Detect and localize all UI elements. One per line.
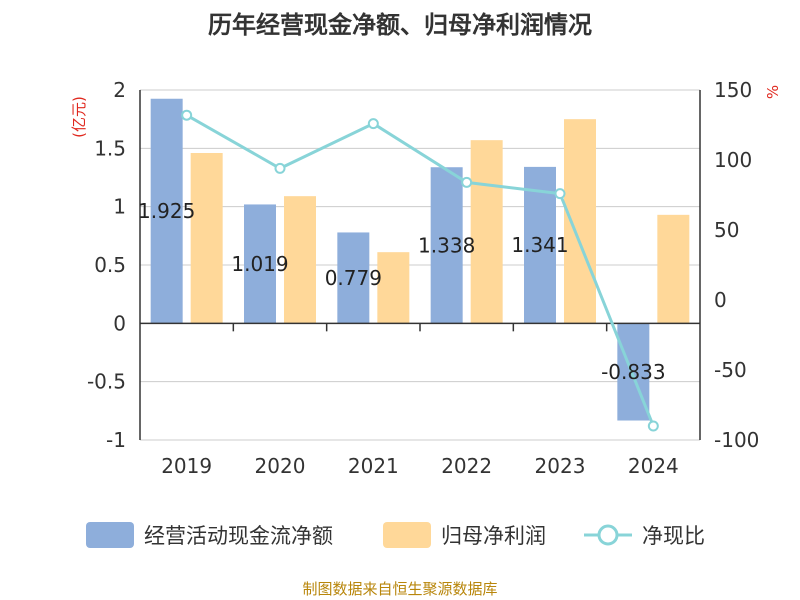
bar-netprofit <box>470 140 503 324</box>
bar-data-label: 1.338 <box>418 233 475 257</box>
category-label: 2023 <box>535 454 586 478</box>
bar-cashflow <box>150 98 183 324</box>
category-label: 2022 <box>441 454 492 478</box>
legend-swatch-cashflow <box>86 522 134 548</box>
left-axis-unit: (亿元) <box>70 96 88 138</box>
right-axis-tick-label: 0 <box>714 288 727 312</box>
bars <box>150 98 690 421</box>
legend-swatch-netprofit <box>383 522 431 548</box>
left-axis-tick-label: 1.5 <box>94 136 126 160</box>
legend-label-netprofit: 归母净利润 <box>441 524 546 548</box>
bar-cashflow <box>430 167 463 324</box>
ratio-point <box>554 188 566 200</box>
data-labels: 1.925 1.019 0.779 1.338 1.341 -0.833 <box>138 199 666 384</box>
right-axis-tick-label: 50 <box>714 218 739 242</box>
bar-netprofit <box>657 214 690 324</box>
ratio-point <box>274 162 286 174</box>
right-axis-tick-label: -50 <box>714 358 747 382</box>
left-axis-tick-label: 1 <box>113 195 126 219</box>
legend-marker-ratio <box>597 524 619 546</box>
left-axis-tick-label: -0.5 <box>87 370 126 394</box>
category-label: 2020 <box>255 454 306 478</box>
bar-data-label: 0.779 <box>325 266 382 290</box>
legend-label-ratio: 净现比 <box>642 524 705 548</box>
left-axis-tick-label: 0.5 <box>94 253 126 277</box>
category-label: 2021 <box>348 454 399 478</box>
chart-title: 历年经营现金净额、归母净利润情况 <box>208 11 592 39</box>
right-axis-tick-label: 100 <box>714 148 752 172</box>
bar-netprofit <box>190 153 223 324</box>
ratio-line-group <box>181 109 659 432</box>
grid <box>140 89 700 441</box>
ratio-point <box>181 109 193 121</box>
right-axis-unit: % <box>764 85 782 99</box>
right-axis-tick-label: 150 <box>714 78 752 102</box>
bar-cashflow <box>337 232 370 324</box>
bar-netprofit <box>284 196 316 324</box>
left-axis-tick-label: -1 <box>106 428 126 452</box>
category-label: 2019 <box>161 454 212 478</box>
left-axis-tick-label: 0 <box>113 311 126 335</box>
bar-netprofit <box>564 119 596 324</box>
bar-data-label: 1.019 <box>231 252 288 276</box>
left-axis-tick-label: 2 <box>113 78 126 102</box>
ratio-point <box>647 420 659 432</box>
legend-label-cashflow: 经营活动现金流净额 <box>144 524 333 548</box>
bar-netprofit <box>377 252 410 324</box>
ratio-point <box>461 176 473 188</box>
legend: 经营活动现金流净额 归母净利润 净现比 <box>86 522 705 548</box>
ratio-point <box>367 118 379 130</box>
bar-data-label: -0.833 <box>601 360 665 384</box>
axes: 2 1.5 1 0.5 0 -0.5 -1 150 100 50 0 -50 -100 2019 2020 2… <box>87 78 759 478</box>
bar-data-label: 1.341 <box>511 233 568 257</box>
right-axis-tick-label: -100 <box>714 428 759 452</box>
bar-data-label: 1.925 <box>138 199 195 223</box>
source-note: 制图数据来自恒生聚源数据库 <box>302 580 497 598</box>
ratio-line <box>185 113 655 427</box>
category-label: 2024 <box>628 454 679 478</box>
bar-cashflow <box>244 204 276 324</box>
